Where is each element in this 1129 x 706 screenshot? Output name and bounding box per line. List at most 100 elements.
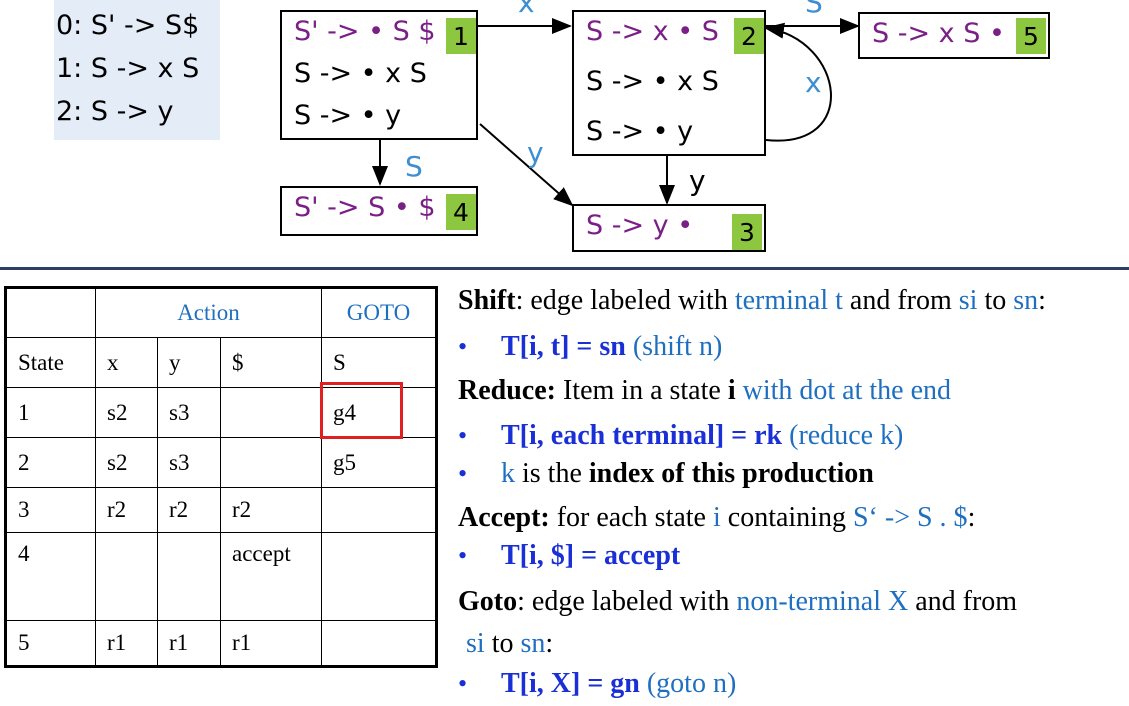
cell: s2 xyxy=(95,387,158,438)
parse-table: Action GOTO State x y $ S 1 s2 s3 g4 2 s… xyxy=(4,286,438,668)
text: sn xyxy=(1013,285,1039,316)
edge-label-1-3: y xyxy=(527,136,544,169)
state-2-item-2: S -> • y xyxy=(586,116,694,147)
state-4-number: 4 xyxy=(446,194,476,230)
production-2: 2: S -> y xyxy=(56,96,174,127)
state-4-item-0: S' -> S • $ xyxy=(294,192,436,223)
state-1-item-1: S -> • x S xyxy=(294,58,427,89)
text: sn xyxy=(520,628,546,659)
bullet: • xyxy=(458,421,468,450)
state-2-item-0: S -> x • S xyxy=(586,16,719,47)
text: (shift n) xyxy=(625,331,723,362)
cell xyxy=(95,532,158,621)
production-0: 0: S' -> S$ xyxy=(56,10,200,41)
state-3: S -> y • 3 xyxy=(572,204,766,252)
text: and from xyxy=(908,586,1018,617)
table-row: 4 accept xyxy=(5,532,437,621)
state-1-item-2: S -> • y xyxy=(294,100,402,131)
text: : edge labeled with xyxy=(515,285,735,316)
grammar-box: 0: S' -> S$ 1: S -> x S 2: S -> y xyxy=(54,0,220,140)
cell: 4 xyxy=(5,532,96,621)
cell xyxy=(157,532,221,621)
text: for each state xyxy=(549,502,713,533)
col-S: S xyxy=(321,337,437,388)
goto-rule-line-2: si to sn: xyxy=(466,628,553,660)
reduce-rule: Reduce: Item in a state i with dot at th… xyxy=(458,375,951,407)
goto-title: Goto xyxy=(458,586,518,617)
table-row: 3 r2 r2 r2 xyxy=(5,487,437,533)
cell xyxy=(321,620,437,667)
bullet: • xyxy=(458,669,468,698)
cell: accept xyxy=(220,532,322,621)
text: T[i, t] = sn xyxy=(501,331,626,362)
reduce-title: Reduce: xyxy=(458,375,556,406)
cell xyxy=(321,487,437,533)
state-1: S' -> • S $ S -> • x S S -> • y 1 xyxy=(280,10,478,140)
text: S‘ -> S . $ xyxy=(852,502,968,533)
production-1: 1: S -> x S xyxy=(56,53,200,84)
text: with dot at the end xyxy=(735,375,951,406)
text: T[i, each terminal] = rk xyxy=(501,420,783,451)
shift-bullet-1: T[i, t] = sn (shift n) xyxy=(501,331,722,363)
cell: g5 xyxy=(321,437,437,488)
text: : xyxy=(545,628,554,659)
automaton-edges xyxy=(372,18,860,207)
cell: r1 xyxy=(157,620,221,667)
text: is the xyxy=(515,458,589,489)
col-y: y xyxy=(157,337,221,388)
cell xyxy=(220,387,322,438)
edge-label-1-2: x xyxy=(518,0,535,19)
edge-label-1-4: S xyxy=(405,150,423,183)
text: si xyxy=(466,628,485,659)
bullet: • xyxy=(458,459,468,488)
edge-label-2-2: x xyxy=(805,66,822,99)
state-5-number: 5 xyxy=(1016,18,1046,54)
column-header-row: State x y $ S xyxy=(5,337,437,388)
text: and from xyxy=(842,285,959,316)
text: T[i, $] = accept xyxy=(501,540,681,571)
edge-label-2-5: S xyxy=(805,0,823,19)
cell: r2 xyxy=(220,487,322,533)
text: T[i, X] = gn xyxy=(501,668,640,699)
table-row: 2 s2 s3 g5 xyxy=(5,437,437,488)
cell: s3 xyxy=(157,387,221,438)
goto-header: GOTO xyxy=(321,287,437,338)
goto-highlight-box xyxy=(320,382,403,439)
bullet: • xyxy=(458,332,468,361)
edge-1-3 xyxy=(479,123,574,207)
section-divider xyxy=(0,267,1129,270)
text: index of this production xyxy=(588,458,874,489)
text: (reduce k) xyxy=(782,420,904,451)
cell: s3 xyxy=(157,437,221,488)
table-row: 1 s2 s3 g4 xyxy=(5,387,437,438)
cell: 3 xyxy=(5,487,96,533)
text: : xyxy=(967,502,976,533)
col-dollar: $ xyxy=(220,337,322,388)
text: (goto n) xyxy=(639,668,737,699)
text: Item in a state xyxy=(555,375,728,406)
cell: 2 xyxy=(5,437,96,488)
cell xyxy=(220,437,322,488)
bullet: • xyxy=(458,541,468,570)
col-state: State xyxy=(5,337,96,388)
header-corner xyxy=(5,287,96,338)
col-x: x xyxy=(95,337,158,388)
state-2-item-1: S -> • x S xyxy=(586,66,719,97)
text: terminal t xyxy=(734,285,843,316)
cell: s2 xyxy=(95,437,158,488)
accept-title: Accept: xyxy=(458,502,550,533)
cell: r2 xyxy=(95,487,158,533)
goto-bullet-1: T[i, X] = gn (goto n) xyxy=(501,668,736,700)
state-5: S -> x S • 5 xyxy=(858,12,1050,59)
text: to xyxy=(484,628,521,659)
text: i xyxy=(712,502,721,533)
shift-rule: Shift: edge labeled with terminal t and … xyxy=(458,285,1046,317)
text: non-terminal X xyxy=(736,586,909,617)
action-header: Action xyxy=(95,287,322,338)
accept-bullet-1: T[i, $] = accept xyxy=(501,540,680,572)
state-2: S -> x • S S -> • x S S -> • y 2 xyxy=(572,10,766,156)
text: k xyxy=(501,458,515,489)
shift-title: Shift xyxy=(458,285,516,316)
cell: g4 xyxy=(321,387,437,438)
text: : edge labeled with xyxy=(517,586,737,617)
